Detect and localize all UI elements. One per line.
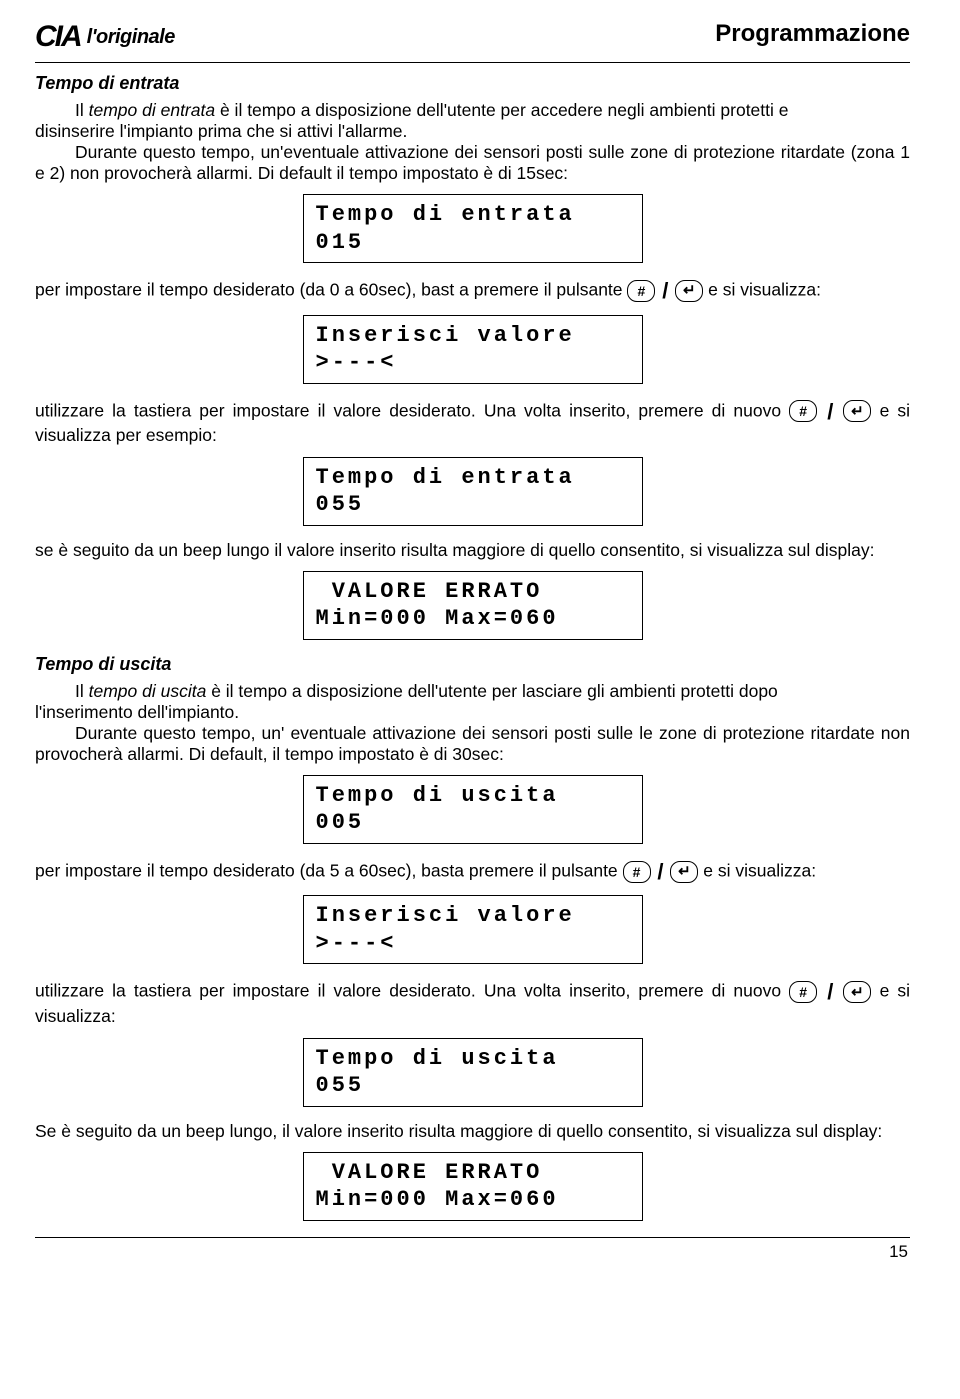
section1-row3: se è seguito da un beep lungo il valore … xyxy=(35,540,910,561)
logo-area: CIA l'originale xyxy=(35,20,175,54)
display-box-6: Inserisci valore >---< xyxy=(303,895,643,964)
slash-icon: / xyxy=(827,978,833,1006)
section2-row2: utilizzare la tastiera per impostare il … xyxy=(35,978,910,1027)
slash-icon: / xyxy=(827,398,833,426)
hash-key-icon: # xyxy=(789,981,817,1003)
section1-p1b: disinserire l'impianto prima che si atti… xyxy=(35,121,910,142)
section1-p1: Il tempo di entrata è il tempo a disposi… xyxy=(35,100,910,121)
hash-key-icon: # xyxy=(623,861,651,883)
section2-row3: Se è seguito da un beep lungo, il valore… xyxy=(35,1121,910,1142)
display-box-2: Inserisci valore >---< xyxy=(303,315,643,384)
section2-p1b: l'inserimento dell'impianto. xyxy=(35,702,910,723)
section2-title: Tempo di uscita xyxy=(35,654,910,675)
page-header: CIA l'originale Programmazione xyxy=(35,20,910,54)
display-box-8: VALORE ERRATO Min=000 Max=060 xyxy=(303,1152,643,1221)
hash-key-icon: # xyxy=(789,400,817,422)
display-box-5: Tempo di uscita 005 xyxy=(303,775,643,844)
page-number: 15 xyxy=(35,1242,910,1262)
enter-key-icon: ↵ xyxy=(843,400,871,422)
enter-key-icon: ↵ xyxy=(843,981,871,1003)
enter-key-icon: ↵ xyxy=(675,280,703,302)
hash-key-icon: # xyxy=(627,280,655,302)
section1-row1: per impostare il tempo desiderato (da 0 … xyxy=(35,277,910,305)
logo-text: l'originale xyxy=(87,26,175,49)
slash-icon: / xyxy=(662,277,668,305)
section1-title: Tempo di entrata xyxy=(35,73,910,94)
section1-row2: utilizzare la tastiera per impostare il … xyxy=(35,398,910,447)
header-title: Programmazione xyxy=(715,20,910,48)
display-box-4: VALORE ERRATO Min=000 Max=060 xyxy=(303,571,643,640)
display-box-3: Tempo di entrata 055 xyxy=(303,457,643,526)
footer-divider xyxy=(35,1237,910,1238)
section1-p2: Durante questo tempo, un'eventuale attiv… xyxy=(35,142,910,184)
section2-p1: Il tempo di uscita è il tempo a disposiz… xyxy=(35,681,910,702)
logo-mark: CIA xyxy=(35,20,81,54)
display-box-1: Tempo di entrata 015 xyxy=(303,194,643,263)
display-box-7: Tempo di uscita 055 xyxy=(303,1038,643,1107)
enter-key-icon: ↵ xyxy=(670,861,698,883)
section2-p2: Durante questo tempo, un' eventuale atti… xyxy=(35,723,910,765)
section2-row1: per impostare il tempo desiderato (da 5 … xyxy=(35,858,910,886)
header-divider xyxy=(35,62,910,63)
slash-icon: / xyxy=(657,858,663,886)
